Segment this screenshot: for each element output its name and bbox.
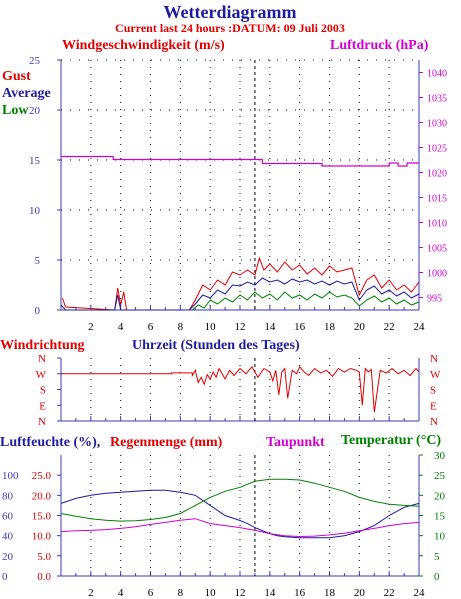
pressure-y-tick-label: 1015 (427, 194, 447, 205)
wind-direction-label: Windrichtung (0, 338, 85, 353)
direction-y-tick-label-right: W (430, 369, 441, 381)
wind-x-tick-label: 4 (118, 321, 124, 333)
temperature-label: Temperatur (°C) (341, 433, 441, 448)
rain-y-tick-label: 5.0 (37, 551, 51, 563)
legend-gust: Gust (2, 69, 31, 84)
rain-label: Regenmenge (mm) (110, 435, 223, 450)
direction-y-tick-label-left: W (36, 369, 47, 381)
rain-y-tick-label: 20.0 (32, 490, 52, 502)
pressure-y-tick-label: 1005 (427, 244, 447, 255)
direction-y-tick-label-right: S (430, 385, 436, 397)
series-line-temperatur (60, 478, 420, 522)
climate-x-tick-label: 16 (294, 587, 306, 599)
direction-y-tick-label-left: N (38, 416, 46, 428)
humidity-y-tick-label: 40 (2, 531, 14, 543)
wind-x-tick-label: 18 (324, 321, 336, 333)
pressure-y-tick-label: 1010 (427, 219, 447, 230)
direction-y-tick-label-right: N (430, 416, 438, 428)
temperature-y-tick-label: 15 (434, 511, 446, 523)
wind-x-tick-label: 24 (414, 321, 426, 333)
rain-y-tick-label: 10.0 (32, 531, 52, 543)
wind-x-tick-label: 16 (294, 321, 306, 333)
wind-x-tick-label: 20 (354, 321, 366, 333)
pressure-y-tick-label: 1030 (427, 119, 447, 130)
pressure-y-tick-label: 1035 (427, 94, 447, 105)
wind-x-tick-label: 22 (384, 321, 395, 333)
series-line-low (191, 291, 420, 311)
wind-y-tick-label: 20 (29, 105, 41, 117)
wind-y-tick-label: 0 (35, 305, 41, 317)
dewpoint-label: Taupunkt (266, 435, 325, 450)
series-line-windrichtung (61, 365, 420, 413)
rain-y-tick-label: 15.0 (32, 511, 52, 523)
humidity-y-tick-label: 100 (2, 470, 19, 482)
humidity-y-tick-label: 80 (2, 490, 14, 502)
rain-y-tick-label: 0.0 (37, 571, 51, 583)
humidity-y-tick-label: 60 (2, 511, 14, 523)
rain-y-tick-label: 25.0 (32, 470, 52, 482)
panels-layer: 0510152025995100010051010101510201025103… (2, 55, 447, 599)
direction-y-tick-label-left: N (38, 353, 46, 365)
series-line-luftdruck (61, 155, 419, 167)
wind-x-tick-label: 8 (178, 321, 184, 333)
temperature-y-tick-label: 0 (434, 571, 440, 583)
wind-y-tick-label: 15 (29, 155, 41, 167)
time-axis-label: Uhrzeit (Stunden des Tages) (132, 338, 300, 353)
wind-y-tick-label: 5 (35, 255, 41, 267)
temperature-y-tick-label: 25 (434, 470, 446, 482)
humidity-y-tick-label: 0 (2, 571, 8, 583)
climate-x-tick-label: 6 (148, 587, 154, 599)
wind-y-tick-label: 25 (29, 55, 41, 67)
temperature-y-tick-label: 10 (434, 531, 446, 543)
humidity-y-tick-label: 20 (2, 551, 14, 563)
direction-y-tick-label-right: N (430, 353, 438, 365)
humidity-label: Luftfeuchte (%), (0, 435, 100, 450)
series-line-taupunkt (60, 518, 420, 538)
legend-average: Average (2, 86, 51, 101)
legend-low: Low (2, 103, 29, 118)
pressure-y-tick-label: 1040 (427, 69, 447, 80)
pressure-label: Luftdruck (hPa) (330, 38, 429, 53)
temperature-y-tick-label: 30 (434, 450, 446, 462)
direction-y-tick-label-left: S (40, 385, 46, 397)
wind-x-tick-label: 14 (264, 321, 276, 333)
pressure-y-tick-label: 1000 (427, 269, 447, 280)
climate-x-tick-label: 18 (324, 587, 336, 599)
pressure-y-tick-label: 1025 (427, 144, 447, 155)
climate-x-tick-label: 20 (354, 587, 366, 599)
direction-y-tick-label-right: E (430, 400, 437, 412)
climate-x-tick-label: 10 (205, 587, 217, 599)
climate-x-tick-label: 4 (118, 587, 124, 599)
climate-x-tick-label: 2 (88, 587, 94, 599)
temperature-y-tick-label: 20 (434, 490, 446, 502)
series-line-luftfeuchte (60, 489, 420, 539)
wind-x-tick-label: 6 (148, 321, 154, 333)
wind-x-tick-label: 10 (205, 321, 217, 333)
climate-x-tick-label: 8 (178, 587, 184, 599)
wind-y-tick-label: 10 (29, 205, 41, 217)
temperature-y-tick-label: 5 (434, 551, 440, 563)
pressure-y-tick-label: 995 (427, 294, 442, 305)
chart-title: Wetterdiagramm (164, 2, 297, 22)
direction-y-tick-label-left: E (39, 400, 46, 412)
climate-x-tick-label: 24 (414, 587, 426, 599)
series-line-average (60, 277, 420, 311)
climate-x-tick-label: 22 (384, 587, 395, 599)
chart-subtitle: Current last 24 hours :DATUM: 09 Juli 20… (115, 21, 345, 35)
wind-x-tick-label: 12 (235, 321, 246, 333)
climate-x-tick-label: 14 (264, 587, 276, 599)
climate-x-tick-label: 12 (235, 587, 246, 599)
wind-speed-label: Windgeschwindigkeit (m/s) (62, 38, 225, 53)
wind-x-tick-label: 2 (88, 321, 94, 333)
pressure-y-tick-label: 1020 (427, 169, 447, 180)
